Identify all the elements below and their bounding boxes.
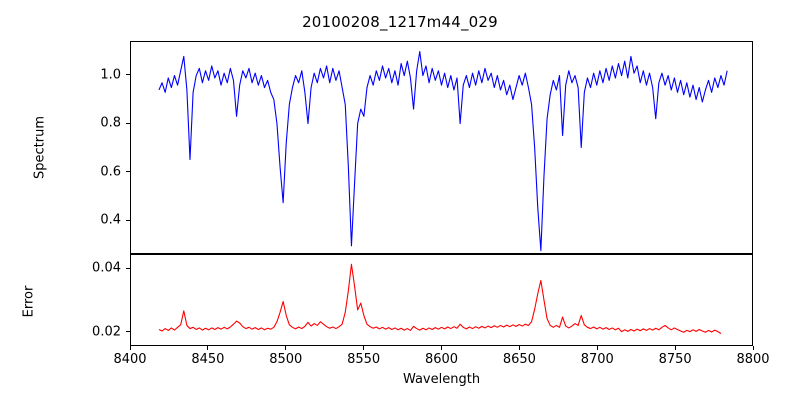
spectrum-y-axis: 0.4 0.6 0.8 1.0 (70, 41, 130, 254)
spectrum-y-tick-mark (126, 171, 130, 173)
x-tick-label: 8450 (191, 352, 225, 367)
spectrum-y-tick-label: 0.8 (100, 115, 121, 131)
x-tick-mark (285, 346, 287, 350)
spectrum-y-tick-mark (126, 122, 130, 124)
chart-title: 20100208_1217m44_029 (302, 13, 498, 31)
spectrum-y-tick-mark (126, 74, 130, 76)
x-tick-mark (518, 346, 520, 350)
spectrum-line-series (131, 42, 752, 253)
spectrum-y-axis-label: Spectrum (32, 116, 48, 179)
error-trace (159, 264, 721, 333)
x-tick-mark (363, 346, 365, 350)
x-tick-mark (129, 346, 131, 350)
x-tick-mark (674, 346, 676, 350)
x-tick-label: 8400 (113, 352, 147, 367)
x-axis-label: Wavelength (402, 372, 481, 387)
spectrum-y-tick-mark (126, 219, 130, 221)
x-tick-mark (596, 346, 598, 350)
error-y-tick-label: 0.02 (92, 324, 121, 340)
x-tick-label: 8550 (347, 352, 381, 367)
error-plot-panel (130, 254, 753, 346)
x-tick-label: 8800 (736, 352, 770, 367)
x-tick-label: 8500 (269, 352, 303, 367)
spectrum-y-tick-label: 0.4 (100, 212, 121, 228)
x-tick-label: 8650 (502, 352, 536, 367)
error-y-tick-label: 0.04 (92, 260, 121, 276)
x-tick-mark (207, 346, 209, 350)
error-y-tick-mark (126, 267, 130, 269)
x-tick-label: 8700 (580, 352, 614, 367)
x-tick-mark (441, 346, 443, 350)
x-tick-label: 8600 (424, 352, 459, 367)
spectrum-plot-panel (130, 41, 753, 254)
spectrum-trace (159, 52, 727, 251)
error-y-axis-label: Error (21, 285, 37, 318)
spectrum-y-tick-label: 1.0 (100, 67, 121, 83)
x-tick-mark (752, 346, 754, 350)
error-line-series (131, 255, 752, 345)
spectrum-y-tick-label: 0.6 (100, 164, 121, 180)
error-y-axis: 0.02 0.04 (70, 254, 130, 346)
error-y-tick-mark (126, 331, 130, 333)
x-tick-label: 8750 (658, 352, 692, 367)
